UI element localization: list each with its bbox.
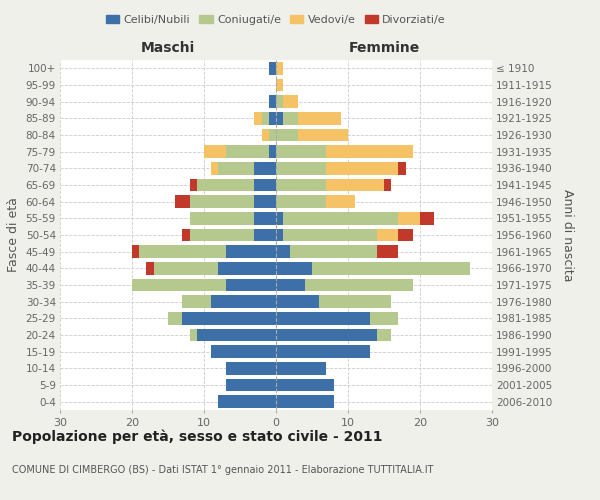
Bar [182, 229, 190, 241]
Bar [398, 162, 406, 174]
Bar [276, 129, 298, 141]
Bar [276, 179, 326, 192]
Bar [146, 262, 154, 274]
Bar [226, 379, 276, 391]
Bar [326, 179, 384, 192]
Bar [204, 146, 226, 158]
Bar [276, 229, 283, 241]
Y-axis label: Fasce di età: Fasce di età [7, 198, 20, 272]
Y-axis label: Anni di nascita: Anni di nascita [561, 188, 574, 281]
Bar [182, 312, 276, 324]
Bar [276, 346, 370, 358]
Bar [211, 162, 218, 174]
Bar [175, 196, 190, 208]
Bar [283, 112, 298, 124]
Bar [420, 212, 434, 224]
Bar [190, 179, 197, 192]
Bar [262, 129, 269, 141]
Bar [254, 212, 276, 224]
Bar [197, 329, 276, 341]
Bar [262, 112, 269, 124]
Bar [132, 279, 226, 291]
Bar [283, 229, 377, 241]
Bar [377, 229, 398, 241]
Bar [226, 146, 269, 158]
Bar [211, 346, 276, 358]
Bar [218, 262, 276, 274]
Bar [226, 362, 276, 374]
Bar [132, 246, 139, 258]
Bar [190, 329, 197, 341]
Bar [254, 229, 276, 241]
Bar [298, 129, 348, 141]
Bar [276, 196, 326, 208]
Bar [276, 246, 290, 258]
Bar [312, 262, 470, 274]
Bar [269, 146, 276, 158]
Bar [218, 396, 276, 408]
Bar [254, 179, 276, 192]
Bar [190, 229, 254, 241]
Bar [276, 296, 319, 308]
Bar [197, 179, 254, 192]
Bar [276, 262, 312, 274]
Bar [276, 312, 370, 324]
Bar [305, 279, 413, 291]
Bar [182, 296, 211, 308]
Bar [269, 129, 276, 141]
Bar [398, 229, 413, 241]
Legend: Celibi/Nubili, Coniugati/e, Vedovi/e, Divorziati/e: Celibi/Nubili, Coniugati/e, Vedovi/e, Di… [101, 10, 451, 29]
Bar [276, 112, 283, 124]
Bar [154, 262, 218, 274]
Bar [326, 146, 413, 158]
Bar [276, 329, 377, 341]
Bar [276, 146, 326, 158]
Bar [226, 246, 276, 258]
Bar [269, 112, 276, 124]
Bar [139, 246, 226, 258]
Bar [276, 79, 283, 92]
Bar [326, 162, 398, 174]
Bar [190, 196, 254, 208]
Text: COMUNE DI CIMBERGO (BS) - Dati ISTAT 1° gennaio 2011 - Elaborazione TUTTITALIA.I: COMUNE DI CIMBERGO (BS) - Dati ISTAT 1° … [12, 465, 433, 475]
Bar [319, 296, 391, 308]
Text: Popolazione per età, sesso e stato civile - 2011: Popolazione per età, sesso e stato civil… [12, 430, 383, 444]
Bar [218, 162, 254, 174]
Bar [269, 96, 276, 108]
Bar [377, 329, 391, 341]
Bar [254, 162, 276, 174]
Bar [276, 279, 305, 291]
Bar [370, 312, 398, 324]
Bar [254, 196, 276, 208]
Bar [211, 296, 276, 308]
Bar [276, 96, 283, 108]
Bar [276, 62, 283, 74]
Bar [276, 379, 334, 391]
Bar [276, 212, 283, 224]
Bar [276, 362, 326, 374]
Bar [326, 196, 355, 208]
Bar [283, 212, 398, 224]
Bar [384, 179, 391, 192]
Bar [398, 212, 420, 224]
Bar [298, 112, 341, 124]
Bar [190, 212, 254, 224]
Bar [283, 96, 298, 108]
Bar [168, 312, 182, 324]
Bar [269, 62, 276, 74]
Bar [276, 162, 326, 174]
Bar [290, 246, 377, 258]
Bar [226, 279, 276, 291]
Text: Femmine: Femmine [349, 41, 419, 55]
Bar [377, 246, 398, 258]
Text: Maschi: Maschi [141, 41, 195, 55]
Bar [254, 112, 262, 124]
Bar [276, 396, 334, 408]
